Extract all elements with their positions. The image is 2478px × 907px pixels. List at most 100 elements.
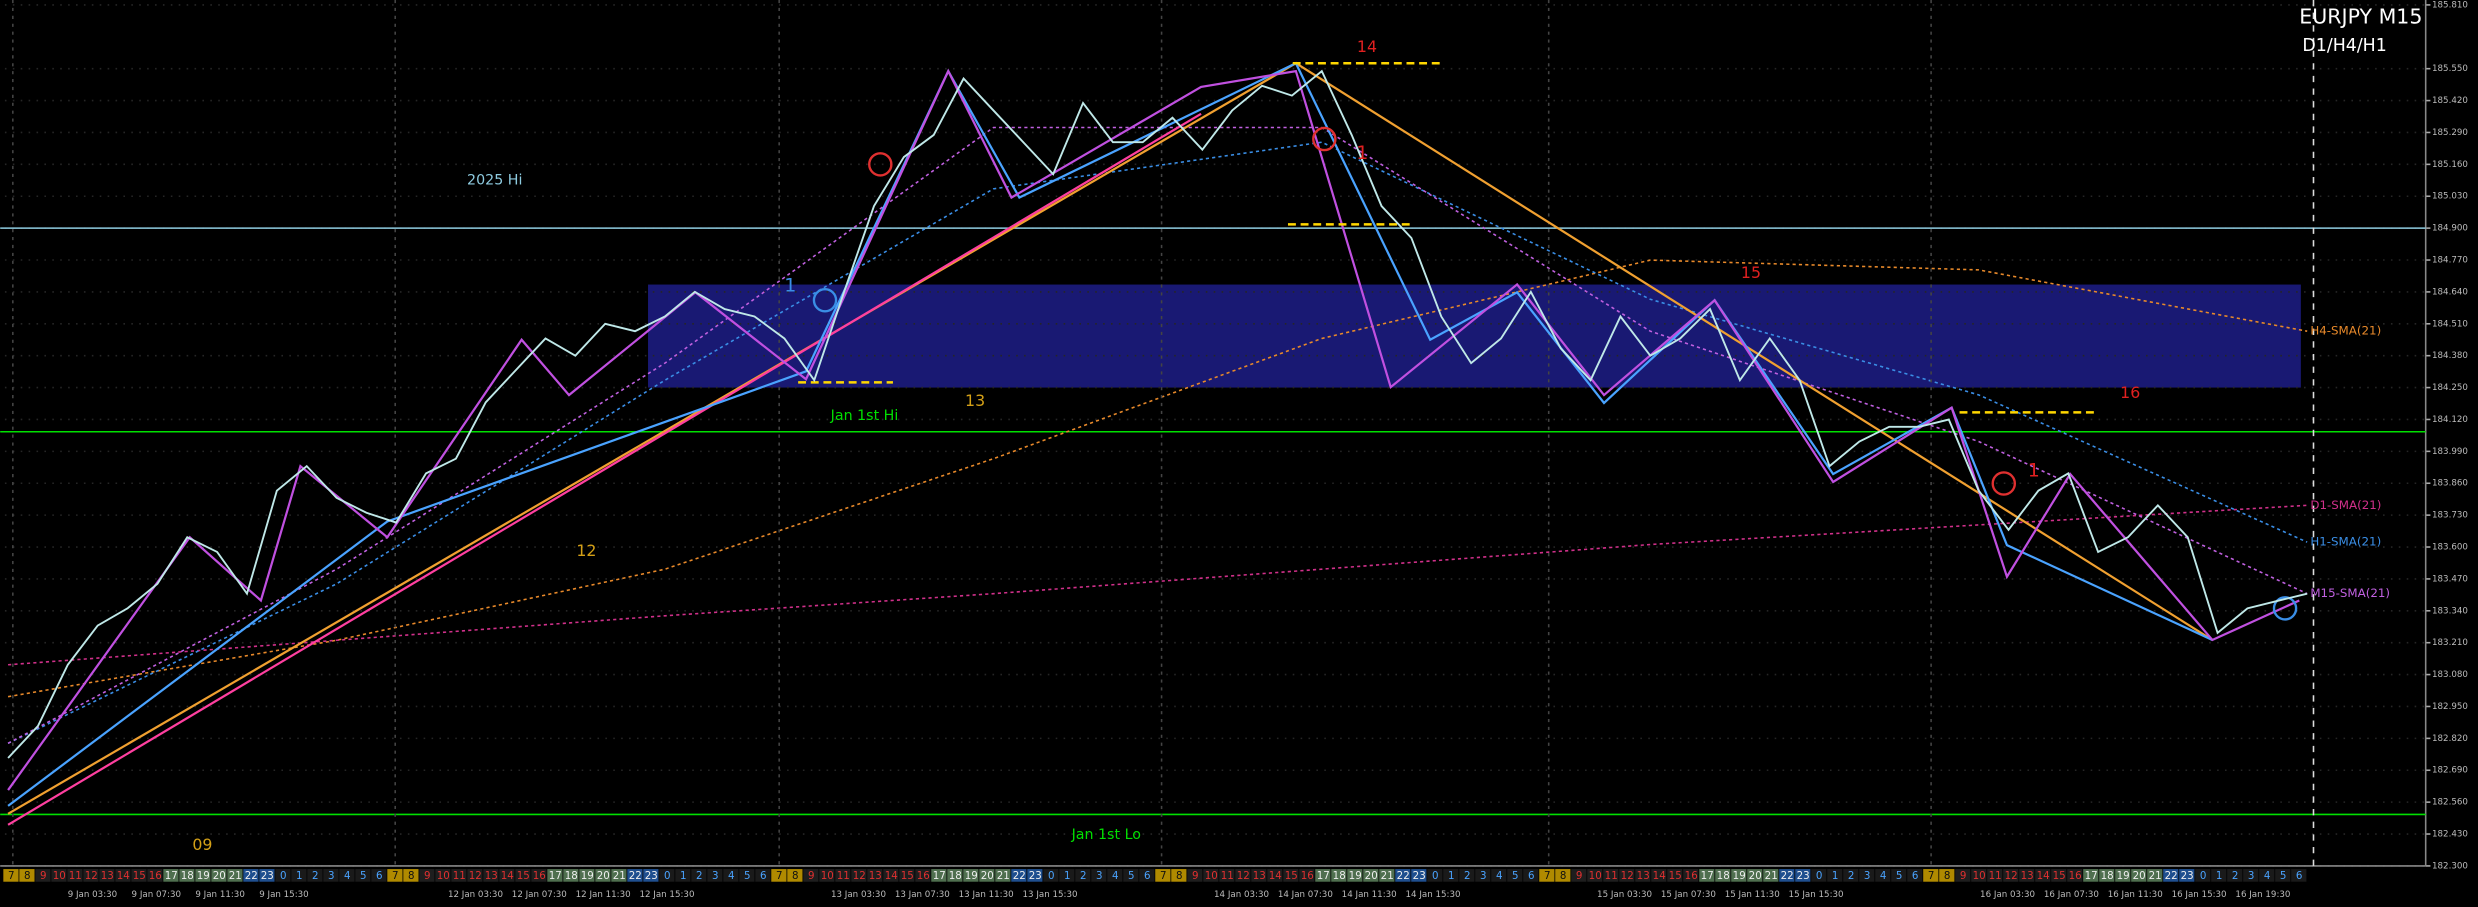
hour-label: 21 (1765, 870, 1778, 882)
hour-cell (163, 869, 179, 882)
hour-cell (867, 869, 883, 882)
hour-cell (1075, 869, 1091, 882)
back-layer: 185.810 185.550 185.420 185.290 185.160 185.0… (0, 0, 2468, 871)
y-tick-label: 185.290 (2432, 128, 2468, 138)
y-tick-label: 184.120 (2432, 415, 2468, 425)
hour-label: 0 (280, 870, 287, 882)
hour-cell (499, 869, 515, 882)
x-tick-label: 16 Jan 19:30 (2235, 890, 2290, 900)
hour-cell (755, 869, 771, 882)
hour-label: 11 (1221, 870, 1234, 882)
hour-cell (51, 869, 67, 882)
y-tick-label: 183.210 (2432, 638, 2468, 648)
day-separators (12, 0, 1932, 866)
x-tick-label: 9 Jan 11:30 (195, 890, 244, 900)
y-tick-label: 183.860 (2432, 479, 2468, 489)
hour-cell (627, 869, 643, 882)
hour-cell (963, 869, 979, 882)
y-tick-label: 185.810 (2432, 0, 2468, 10)
hour-cell (2163, 869, 2179, 882)
hour-label: 20 (597, 870, 610, 882)
hour-cell (483, 869, 499, 882)
hour-cell (371, 869, 387, 882)
x-tick-label: 12 Jan 15:30 (639, 890, 694, 900)
hour-cell (1651, 869, 1667, 882)
hour-label: 6 (376, 870, 383, 882)
hour-label: 0 (1048, 870, 1055, 882)
hour-label: 18 (1333, 870, 1346, 882)
hour-cell (1939, 869, 1955, 882)
hour-label: 6 (1528, 870, 1535, 882)
hour-cell (2243, 869, 2259, 882)
hour-label: 20 (981, 870, 994, 882)
hour-cell (291, 869, 307, 882)
hour-label: 1 (1064, 870, 1071, 882)
circle (1991, 471, 2017, 496)
hour-cell (435, 869, 451, 882)
circle (2272, 596, 2298, 621)
hour-cell (467, 869, 483, 882)
hour-cell (1667, 869, 1683, 882)
hour-label: 15 (901, 870, 914, 882)
hour-label: 18 (2101, 870, 2114, 882)
hour-cell (1283, 869, 1299, 882)
y-tick-label: 185.030 (2432, 192, 2468, 202)
hour-cell (1011, 869, 1027, 882)
x-tick-label: 14 Jan 07:30 (1278, 890, 1333, 900)
hour-cell (899, 869, 915, 882)
hour-cell (243, 869, 259, 882)
hour-label: 3 (328, 870, 335, 882)
hour-cell (1187, 869, 1203, 882)
hour-label: 23 (1029, 870, 1042, 882)
hour-cell (1059, 869, 1075, 882)
hour-cell (1603, 869, 1619, 882)
hour-label: 1 (296, 870, 303, 882)
hour-cell (2291, 869, 2307, 882)
hour-cell (195, 869, 211, 882)
circle (868, 152, 893, 177)
hour-label: 4 (2264, 870, 2271, 882)
x-tick-label: 15 Jan 03:30 (1597, 890, 1652, 900)
hour-cell (1299, 869, 1315, 882)
hour-label: 1 (1832, 870, 1839, 882)
hour-label: 17 (933, 870, 946, 882)
hour-label: 21 (2149, 870, 2162, 882)
hour-cell (1123, 869, 1139, 882)
hour-label: 2 (696, 870, 703, 882)
hour-cell (947, 869, 963, 882)
hour-label: 8 (24, 870, 31, 882)
hour-cell (275, 869, 291, 882)
hour-cell (355, 869, 371, 882)
sma-line (7, 141, 2308, 745)
chart-title: EURJPY M15 (2299, 4, 2422, 28)
x-tick-label: 16 Jan 07:30 (2044, 890, 2099, 900)
x-tick-label: 13 Jan 07:30 (895, 890, 950, 900)
hour-label: 8 (408, 870, 415, 882)
hour-label: 16 (2069, 870, 2082, 882)
hour-cell (1219, 869, 1235, 882)
hour-label: 5 (360, 870, 367, 882)
hour-label: 16 (917, 870, 930, 882)
hour-cell (2211, 869, 2227, 882)
hour-label: 17 (165, 870, 178, 882)
hour-label: 7 (8, 870, 15, 882)
hour-label: 19 (965, 870, 978, 882)
hour-label: 22 (1397, 870, 1410, 882)
hour-cell (451, 869, 467, 882)
hour-cell (131, 869, 147, 882)
hour-label: 5 (1896, 870, 1903, 882)
hour-cell (883, 869, 899, 882)
hour-cell (179, 869, 195, 882)
hour-cell (771, 869, 787, 882)
hour-cell (819, 869, 835, 882)
hour-cell (1523, 869, 1539, 882)
hour-cell (1923, 869, 1939, 882)
hour-label: 6 (1144, 870, 1151, 882)
hour-label: 14 (117, 870, 130, 882)
hour-cell (707, 869, 723, 882)
hour-label: 11 (1989, 870, 2002, 882)
circle (812, 287, 838, 313)
hour-label: 17 (1317, 870, 1330, 882)
hour-cell (1779, 869, 1795, 882)
x-tick-label: 14 Jan 11:30 (1342, 890, 1397, 900)
